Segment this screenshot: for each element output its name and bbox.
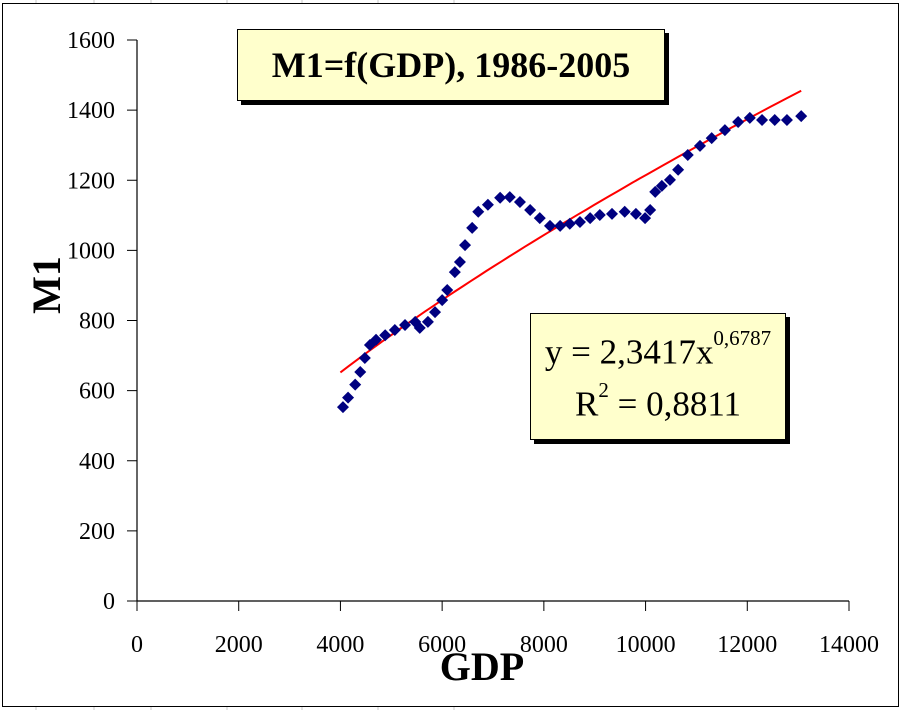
data-point[interactable] [573,215,586,228]
data-point[interactable] [448,266,461,279]
data-point[interactable] [795,110,808,123]
y-tick-label: 1600 [67,28,115,54]
y-tick-label: 1200 [67,168,115,194]
data-point[interactable] [743,111,756,124]
data-point[interactable] [336,401,349,414]
data-point[interactable] [649,185,662,198]
data-point[interactable] [349,378,362,391]
data-point[interactable] [513,195,526,208]
y-tick-label: 0 [103,589,115,615]
data-point[interactable] [663,173,676,186]
x-axis-title: GDP [440,644,524,689]
data-point[interactable] [593,208,606,221]
data-point[interactable] [472,205,485,218]
data-point[interactable] [503,191,516,204]
y-tick-label: 1400 [67,98,115,124]
data-point[interactable] [524,204,537,217]
data-point[interactable] [441,283,454,296]
x-tick-label: 14000 [819,632,879,658]
r2-suffix: = 0,8811 [608,384,742,424]
trendline-label[interactable]: y = 2,3417x0,6787 R2 = 0,8811 [530,313,786,440]
x-tick-label: 10000 [616,632,676,658]
y-tick-label: 1000 [67,238,115,264]
data-point[interactable] [543,219,556,232]
data-point[interactable] [629,207,642,220]
y-tick-label: 800 [79,309,115,335]
trendline-equation: y = 2,3417x0,6787 [531,326,785,373]
data-point[interactable] [481,198,494,211]
data-point[interactable] [606,207,619,220]
data-point[interactable] [358,352,371,365]
x-tick-label: 6000 [418,632,466,658]
data-point[interactable] [780,113,793,126]
data-point[interactable] [429,306,442,319]
chart-title-text: M1=f(GDP), 1986-2005 [271,45,631,85]
data-point[interactable] [681,149,694,162]
data-point[interactable] [459,239,472,252]
chart-title[interactable]: M1=f(GDP), 1986-2005 [237,29,665,101]
y-tick-label: 400 [79,449,115,475]
data-point[interactable] [639,212,652,225]
data-point[interactable] [533,212,546,225]
data-point[interactable] [399,319,412,332]
data-point[interactable] [732,116,745,129]
data-point[interactable] [563,217,576,230]
data-point[interactable] [655,179,668,192]
data-point[interactable] [388,323,401,336]
data-point[interactable] [756,113,769,126]
data-point[interactable] [672,163,685,176]
x-tick-label: 2000 [215,632,263,658]
data-point[interactable] [436,294,449,307]
data-point[interactable] [554,219,567,232]
data-point[interactable] [421,315,434,328]
equation-prefix: y = 2,3417x [544,332,714,372]
y-tick-label: 600 [79,379,115,405]
data-point[interactable] [413,321,426,334]
data-point[interactable] [354,366,367,379]
data-point[interactable] [705,132,718,145]
r2-exponent: 2 [598,378,609,402]
y-tick-label: 200 [79,519,115,545]
data-point[interactable] [718,124,731,137]
y-axis-title: M1 [24,256,69,314]
data-point[interactable] [644,204,657,217]
r2-prefix: R [574,384,599,424]
r-squared: R2 = 0,8811 [531,378,785,425]
data-point[interactable] [466,221,479,234]
x-tick-label: 4000 [316,632,364,658]
data-point[interactable] [693,139,706,152]
x-tick-label: 12000 [717,632,777,658]
data-point[interactable] [379,329,392,342]
data-point[interactable] [370,333,383,346]
equation-exponent: 0,6787 [713,326,772,350]
data-point[interactable] [584,212,597,225]
data-point[interactable] [494,191,507,204]
data-point[interactable] [618,205,631,218]
x-tick-label: 0 [131,632,143,658]
data-point[interactable] [453,255,466,268]
data-point[interactable] [342,391,355,404]
data-point[interactable] [768,113,781,126]
x-tick-label: 8000 [520,632,568,658]
